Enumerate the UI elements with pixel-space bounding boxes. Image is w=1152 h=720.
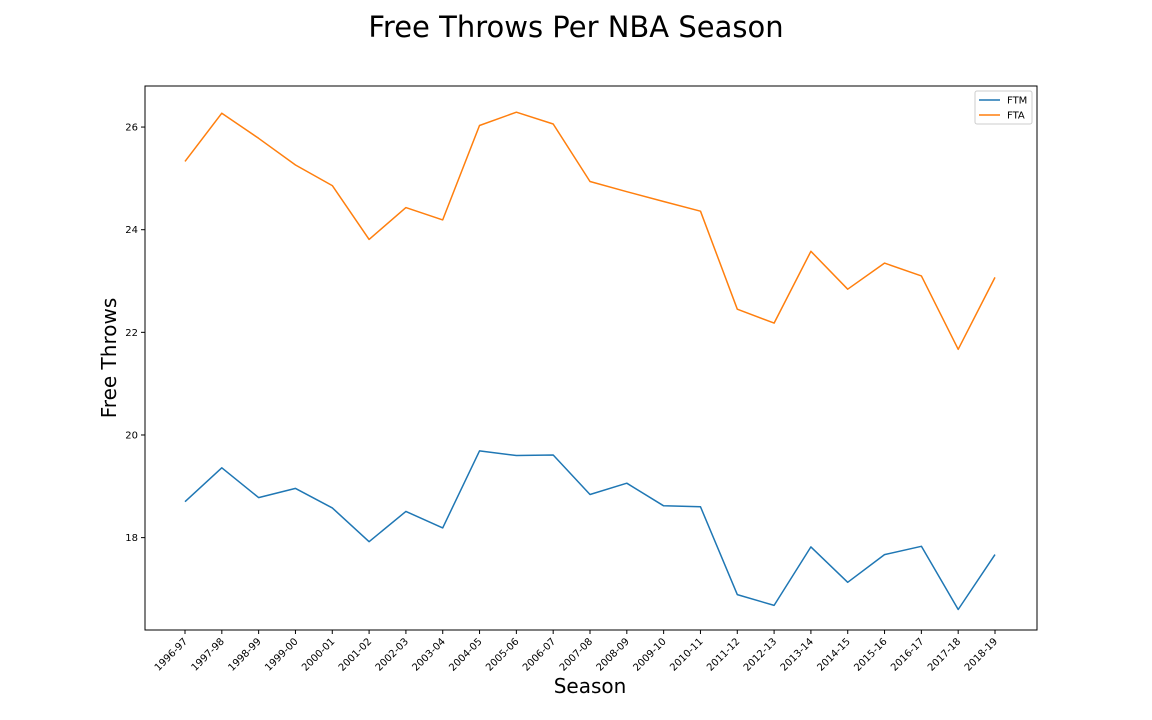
x-tick-label: 2003-04 [411,636,448,673]
legend: FTM FTA [974,90,1033,125]
y-tick-label: 24 [125,225,138,236]
x-tick-label: 1996-97 [153,636,190,673]
x-tick-label: 2016-17 [889,636,926,673]
y-axis-ticks: 18 20 22 24 26 [125,123,145,544]
x-tick-label: 2007-08 [558,636,595,673]
x-tick-label: 2011-12 [705,636,742,673]
plot-area-frame [144,85,1038,631]
x-axis-ticks: 1996-97 1997-98 1998-99 1999-00 2000-01 2001-… [153,630,1000,674]
x-tick-label: 2006-07 [521,636,558,673]
x-tick-label: 2001-02 [337,636,374,673]
y-tick-label: 18 [125,533,138,544]
x-tick-label: 2010-11 [668,636,705,673]
y-axis-label: Free Throws [97,298,121,419]
x-tick-label: 1998-99 [226,636,263,673]
x-tick-label: 2018-19 [963,636,1000,673]
x-tick-label: 2008-09 [595,636,632,673]
legend-label-ftm: FTM [1007,96,1027,107]
x-tick-label: 2013-14 [779,636,816,673]
chart-title: Free Throws Per NBA Season [368,10,783,44]
x-tick-label: 2002-03 [374,636,411,673]
x-tick-label: 2000-01 [300,636,337,673]
y-tick-label: 22 [125,328,138,339]
x-tick-label: 2005-06 [484,636,521,673]
series-line-ftm [184,450,996,611]
legend-label-fta: FTA [1007,111,1025,122]
x-tick-label: 2014-15 [816,636,853,673]
x-tick-label: 2004-05 [447,636,484,673]
y-tick-label: 20 [125,430,138,441]
x-tick-label: 2009-10 [631,636,668,673]
x-tick-label: 2017-18 [926,636,963,673]
x-tick-label: 1999-00 [263,636,300,673]
series-line-fta [184,111,996,351]
y-tick-label: 26 [125,123,138,134]
series-lines [184,111,996,611]
x-tick-label: 1997-98 [190,636,227,673]
x-axis-label: Season [554,674,627,698]
x-tick-label: 2012-13 [742,636,779,673]
x-tick-label: 2015-16 [852,636,889,673]
